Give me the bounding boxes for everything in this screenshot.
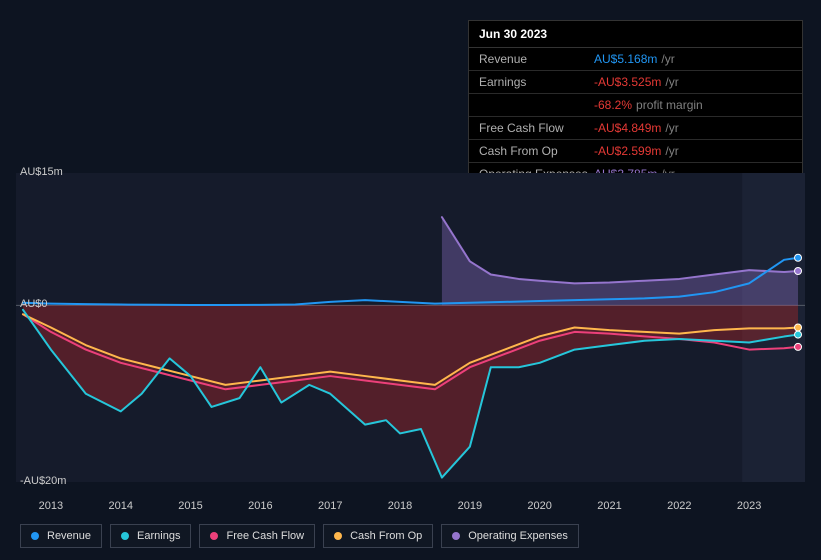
legend-label: Earnings	[137, 530, 180, 542]
x-axis-label: 2014	[108, 500, 132, 512]
tooltip-value: -AU$3.525m/yr	[594, 75, 679, 89]
tooltip-row: Earnings-AU$3.525m/yr	[469, 71, 802, 94]
tooltip-row: -68.2%profit margin	[469, 94, 802, 117]
tooltip-row: Free Cash Flow-AU$4.849m/yr	[469, 117, 802, 140]
x-axis-label: 2017	[318, 500, 342, 512]
y-axis-label: AU$15m	[20, 166, 63, 178]
x-axis-label: 2013	[39, 500, 63, 512]
x-axis-label: 2019	[458, 500, 482, 512]
chart-legend: Revenue Earnings Free Cash Flow Cash From O…	[20, 524, 579, 548]
legend-item-earnings[interactable]: Earnings	[110, 524, 191, 548]
tooltip-label: Revenue	[479, 52, 594, 66]
x-axis-label: 2020	[527, 500, 551, 512]
x-axis-labels: 2013 2014 2015 2016 2017 2018 2019 2020 2021 2022…	[16, 500, 805, 516]
legend-label: Free Cash Flow	[226, 530, 304, 542]
legend-swatch	[121, 532, 129, 540]
legend-swatch	[31, 532, 39, 540]
chart-plot-area	[16, 155, 805, 500]
tooltip-value: -68.2%profit margin	[594, 98, 703, 112]
x-axis-label: 2021	[597, 500, 621, 512]
x-axis-label: 2015	[178, 500, 202, 512]
legend-item-cash-from-op[interactable]: Cash From Op	[323, 524, 433, 548]
legend-label: Operating Expenses	[468, 530, 568, 542]
tooltip-row: RevenueAU$5.168m/yr	[469, 48, 802, 71]
legend-swatch	[210, 532, 218, 540]
tooltip-value: AU$5.168m/yr	[594, 52, 675, 66]
x-axis-label: 2018	[388, 500, 412, 512]
legend-item-operating-expenses[interactable]: Operating Expenses	[441, 524, 579, 548]
y-axis-label: AU$0	[20, 298, 48, 310]
tooltip-value: -AU$4.849m/yr	[594, 121, 679, 135]
legend-label: Cash From Op	[350, 530, 422, 542]
x-axis-label: 2022	[667, 500, 691, 512]
legend-swatch	[452, 532, 460, 540]
tooltip-date: Jun 30 2023	[469, 21, 802, 48]
tooltip-label: Free Cash Flow	[479, 121, 594, 135]
legend-item-revenue[interactable]: Revenue	[20, 524, 102, 548]
legend-label: Revenue	[47, 530, 91, 542]
x-axis-label: 2016	[248, 500, 272, 512]
x-axis-label: 2023	[737, 500, 761, 512]
tooltip-label: Earnings	[479, 75, 594, 89]
y-axis-label: -AU$20m	[20, 475, 66, 487]
legend-swatch	[334, 532, 342, 540]
tooltip-label	[479, 98, 594, 112]
legend-item-free-cash-flow[interactable]: Free Cash Flow	[199, 524, 315, 548]
